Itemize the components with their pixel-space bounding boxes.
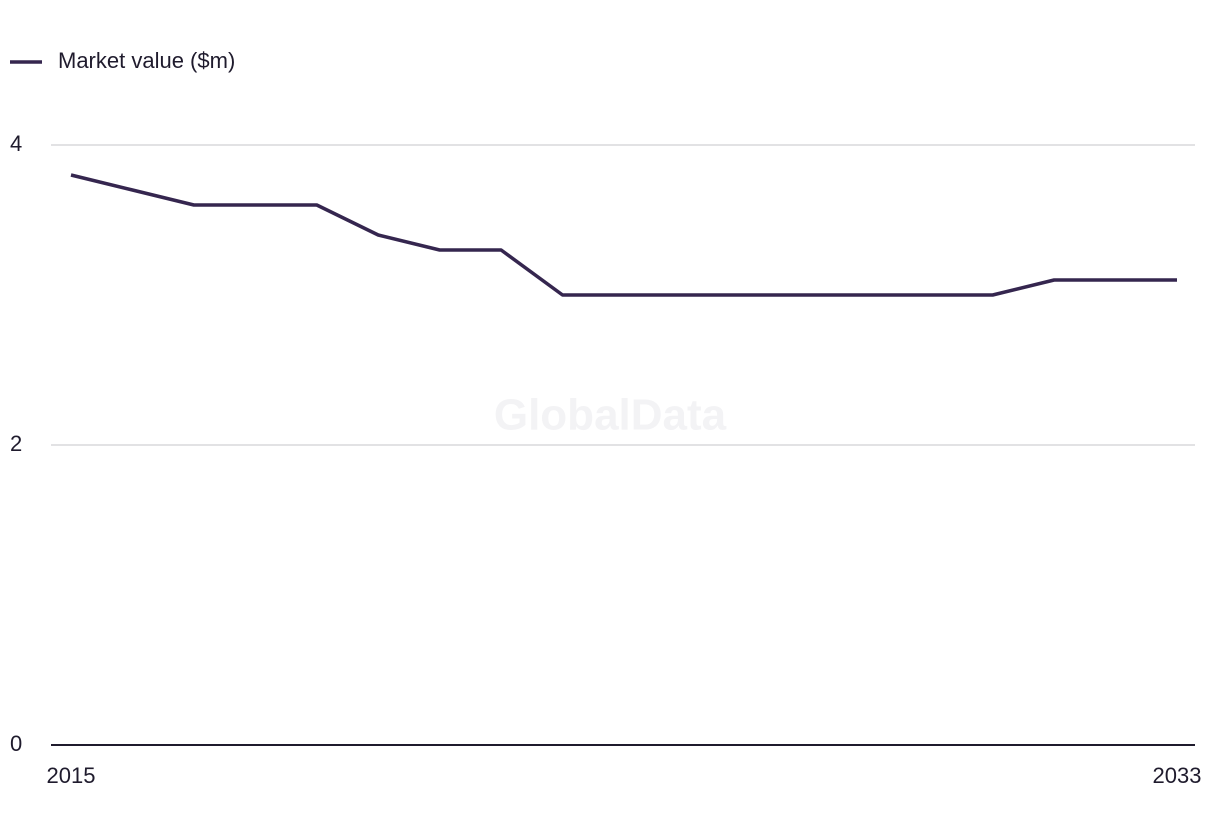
x-tick-label: 2015 (47, 763, 96, 788)
legend-label: Market value ($m) (58, 48, 235, 73)
x-tick-label: 2033 (1153, 763, 1202, 788)
y-tick-label: 2 (10, 431, 22, 456)
y-tick-label: 0 (10, 731, 22, 756)
watermark: GlobalData (494, 391, 727, 440)
y-tick-label: 4 (10, 131, 22, 156)
data-line (70, 173, 1177, 297)
